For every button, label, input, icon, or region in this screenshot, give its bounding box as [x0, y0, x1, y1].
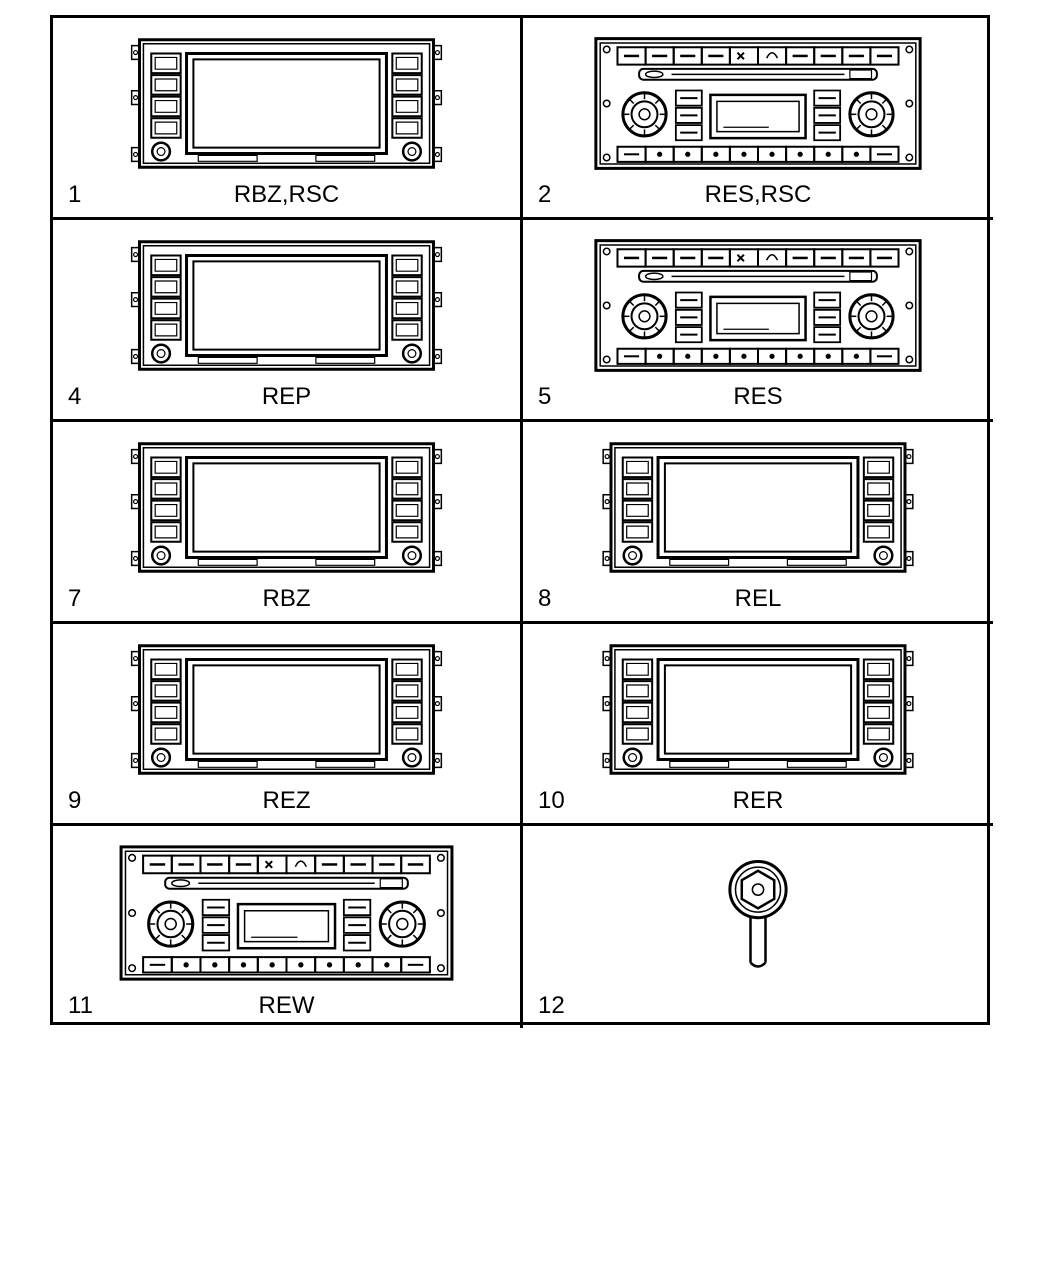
parts-diagram-sheet: 1RBZ,RSC2RES,RSC4REP5RES7RBZ8REL9REZ10RE… — [50, 15, 990, 1025]
part-cell-8: 8REL — [523, 422, 993, 624]
part-drawing-touchscreen — [523, 434, 993, 581]
part-drawing-touchscreen — [53, 636, 520, 783]
part-label: RBZ — [53, 585, 520, 613]
part-cell-1: 1RBZ,RSC — [53, 18, 523, 220]
part-drawing-touchscreen — [523, 636, 993, 783]
part-drawing-button_radio — [53, 838, 520, 988]
part-label: REZ — [53, 787, 520, 815]
part-drawing-touchscreen — [53, 232, 520, 379]
part-cell-4: 4REP — [53, 220, 523, 422]
part-label: REP — [53, 383, 520, 411]
part-label: REW — [53, 992, 520, 1020]
part-drawing-touchscreen — [53, 30, 520, 177]
part-number: 12 — [538, 992, 565, 1020]
part-cell-5: 5RES — [523, 220, 993, 422]
part-label: RES,RSC — [523, 181, 993, 209]
part-cell-12: 12 — [523, 826, 993, 1028]
part-cell-10: 10RER — [523, 624, 993, 826]
part-drawing-button_radio — [523, 30, 993, 177]
part-drawing-button_radio — [523, 232, 993, 379]
part-label: RBZ,RSC — [53, 181, 520, 209]
part-label: RES — [523, 383, 993, 411]
part-label: RER — [523, 787, 993, 815]
part-label: REL — [523, 585, 993, 613]
part-cell-9: 9REZ — [53, 624, 523, 826]
part-cell-2: 2RES,RSC — [523, 18, 993, 220]
part-drawing-touchscreen — [53, 434, 520, 581]
part-drawing-screw — [523, 838, 993, 988]
part-cell-7: 7RBZ — [53, 422, 523, 624]
part-cell-11: 11REW — [53, 826, 523, 1028]
